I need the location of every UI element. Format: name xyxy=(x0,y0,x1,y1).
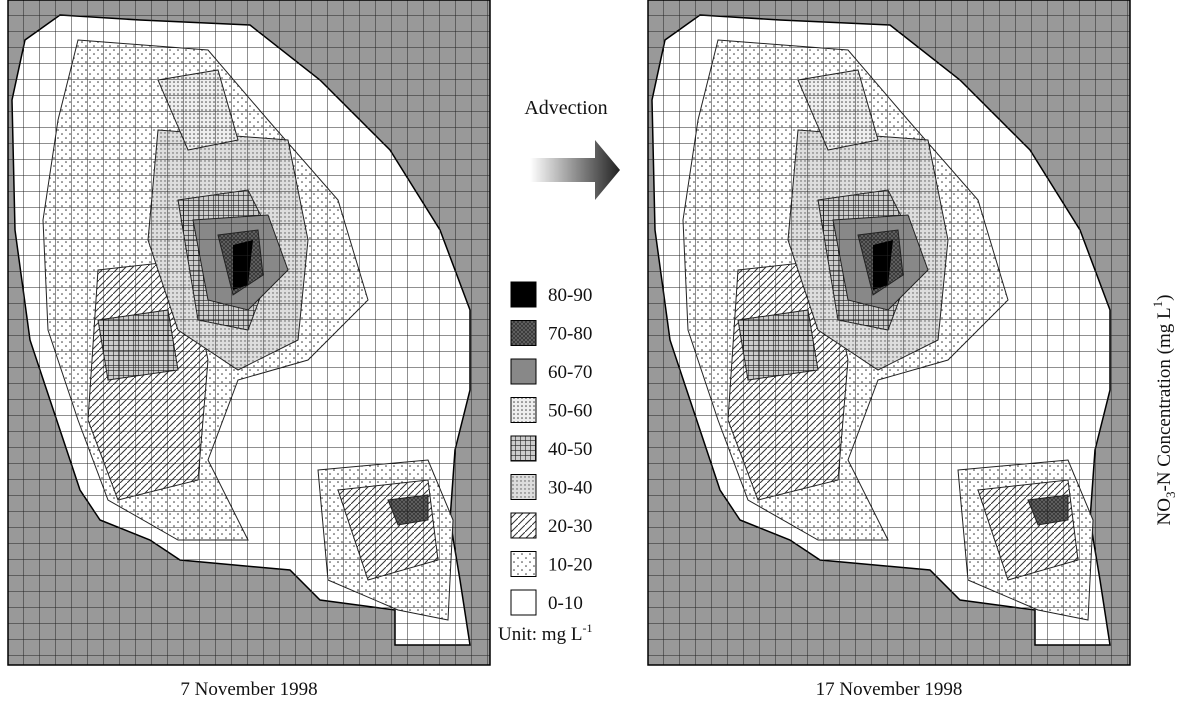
legend-label: 70-80 xyxy=(548,324,592,345)
side-label-part: -N Concentration (mg L xyxy=(1154,307,1175,491)
side-label-part: NO xyxy=(1154,498,1175,525)
unit-label: Unit: mg L-1 xyxy=(498,621,592,645)
legend-swatch xyxy=(511,359,536,384)
panel-caption: 7 November 1998 xyxy=(180,679,317,700)
legend: 80-90 70-80 60-70 50-60 40-50 30-40 20-30 10-20… xyxy=(511,282,592,615)
legend-swatch xyxy=(511,590,536,615)
advection-arrow xyxy=(530,140,620,200)
legend-label: 60-70 xyxy=(548,362,592,383)
legend-label: 20-30 xyxy=(548,516,592,537)
unit-superscript: -1 xyxy=(582,621,592,635)
arrow-label: Advection xyxy=(524,97,607,119)
legend-swatch xyxy=(511,398,536,423)
legend-label: 80-90 xyxy=(548,285,592,306)
map-panel xyxy=(648,0,1130,665)
legend-swatch xyxy=(511,513,536,538)
legend-swatch xyxy=(511,321,536,346)
legend-swatch xyxy=(511,436,536,461)
legend-label: 0-10 xyxy=(548,593,583,614)
panel-caption: 17 November 1998 xyxy=(816,679,963,700)
legend-swatch xyxy=(511,475,536,500)
side-label: NO3-N Concentration (mg L1) xyxy=(1150,295,1178,526)
legend-label: 40-50 xyxy=(548,439,592,460)
figure: 7 November 1998 17 November 1998 Advecti… xyxy=(0,0,1185,700)
legend-label: 50-60 xyxy=(548,401,592,422)
legend-swatch xyxy=(511,282,536,307)
unit-text: Unit: mg L xyxy=(498,624,582,645)
legend-label: 10-20 xyxy=(548,555,592,576)
legend-label: 30-40 xyxy=(548,478,592,499)
side-label-part: ) xyxy=(1154,295,1175,301)
map-panel xyxy=(8,0,490,665)
legend-swatch xyxy=(511,552,536,577)
